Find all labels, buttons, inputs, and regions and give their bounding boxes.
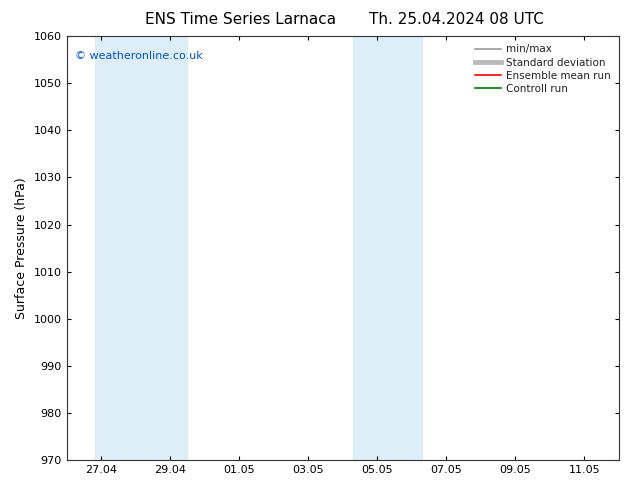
Text: Th. 25.04.2024 08 UTC: Th. 25.04.2024 08 UTC <box>369 12 544 27</box>
Bar <box>377 36 422 460</box>
Legend: min/max, Standard deviation, Ensemble mean run, Controll run: min/max, Standard deviation, Ensemble me… <box>472 41 614 97</box>
Text: ENS Time Series Larnaca: ENS Time Series Larnaca <box>145 12 337 27</box>
Text: © weatheronline.co.uk: © weatheronline.co.uk <box>75 51 203 61</box>
Y-axis label: Surface Pressure (hPa): Surface Pressure (hPa) <box>15 177 28 319</box>
Bar <box>95 36 141 460</box>
Bar <box>141 36 188 460</box>
Bar <box>353 36 377 460</box>
